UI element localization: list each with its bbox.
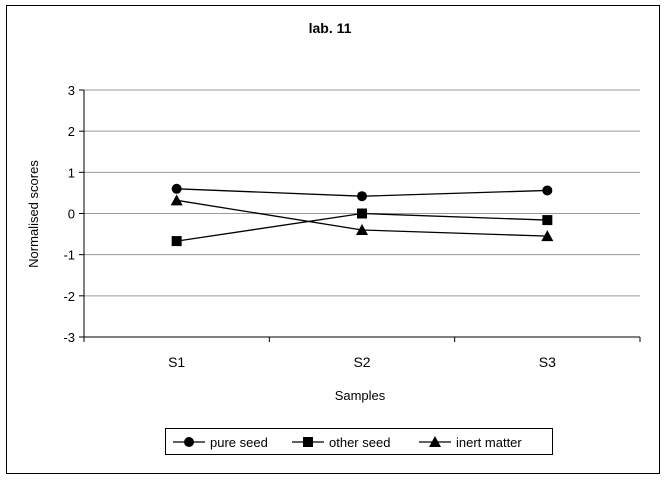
- y-axis-label: Normalised scores: [26, 160, 41, 268]
- legend-box: [165, 428, 553, 455]
- plot-area: -3 -2 -1 0 1 2 3 S1 S2 S3: [63, 83, 641, 370]
- data-point: [542, 185, 553, 196]
- legend-marker: [303, 437, 313, 447]
- x-tick-label: S2: [353, 354, 370, 370]
- y-tick-label: -1: [63, 248, 75, 263]
- y-tick-label: -3: [63, 330, 75, 345]
- x-axis-label: Samples: [335, 388, 386, 403]
- legend-marker: [184, 437, 194, 447]
- x-tick-label: S3: [539, 354, 556, 370]
- legend-label: inert matter: [456, 435, 522, 450]
- data-point: [356, 223, 368, 235]
- y-tick-label: 3: [68, 83, 75, 98]
- y-tick-label: 2: [68, 124, 75, 139]
- legend-marker: [429, 436, 441, 447]
- y-tick-label: -2: [63, 289, 75, 304]
- data-point: [357, 191, 367, 202]
- chart-border: [6, 5, 660, 474]
- y-tick-label: 1: [68, 165, 75, 180]
- y-tick-label: 0: [68, 207, 75, 222]
- data-point: [542, 215, 553, 226]
- data-point: [171, 183, 182, 194]
- x-tick-label: S1: [168, 354, 185, 370]
- legend-label: other seed: [329, 435, 390, 450]
- data-point: [357, 208, 367, 219]
- chart-title: lab. 11: [309, 20, 352, 36]
- legend-label: pure seed: [210, 435, 268, 450]
- data-point: [541, 230, 554, 242]
- data-point: [171, 236, 182, 247]
- legend: pure seed other seed inert matter: [165, 428, 553, 455]
- data-point: [170, 194, 183, 206]
